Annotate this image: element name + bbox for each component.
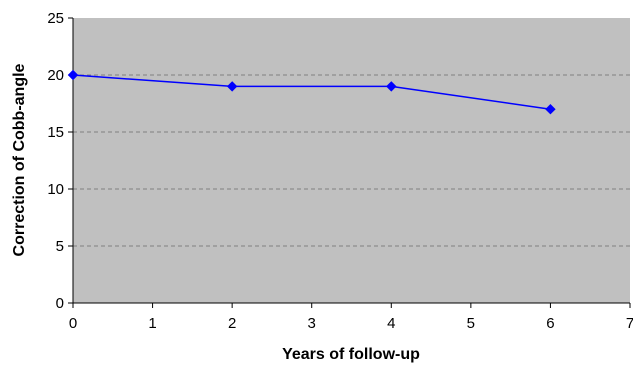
y-tick-label: 0 <box>56 295 64 312</box>
y-tick-label: 5 <box>56 238 64 255</box>
y-tick-label: 25 <box>47 10 64 27</box>
x-tick-label: 6 <box>546 315 554 332</box>
x-tick-label: 4 <box>387 315 395 332</box>
x-tick-labels: 0 1 2 3 4 5 6 7 <box>69 303 633 332</box>
x-axis-title: Years of follow-up <box>282 346 420 363</box>
axes <box>72 18 630 304</box>
y-axis-title: Correction of Cobb-angle <box>11 63 28 256</box>
x-tick-label: 0 <box>69 315 77 332</box>
data-point-marker <box>545 103 556 115</box>
x-tick-label: 5 <box>467 315 475 332</box>
x-tick-label: 7 <box>626 315 633 332</box>
y-tick-label: 15 <box>47 124 64 141</box>
x-tick-label: 3 <box>308 315 316 332</box>
y-tick-label: 10 <box>47 181 64 198</box>
y-tick-labels: 0 5 10 15 20 25 <box>47 10 73 312</box>
x-tick-label: 2 <box>228 315 236 332</box>
data-point-marker <box>67 69 79 81</box>
plot-area <box>73 18 630 303</box>
data-point-marker <box>386 81 397 92</box>
gridlines <box>73 74 630 247</box>
x-tick-label: 1 <box>148 315 156 332</box>
data-point-marker <box>226 81 238 92</box>
series-group <box>67 69 556 115</box>
series-line <box>72 74 551 110</box>
y-tick-label: 20 <box>47 67 64 84</box>
